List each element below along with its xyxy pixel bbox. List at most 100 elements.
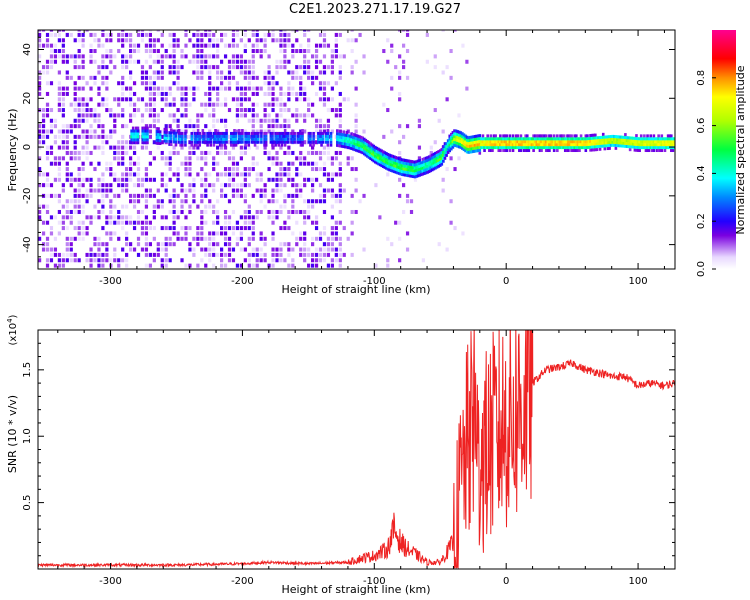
spectrogram-ridge-cell [662,137,665,141]
spectrogram-cell [227,65,232,70]
spectrogram-ridge-cell [505,143,508,147]
spectrogram-ridge-cell [157,133,160,137]
spectrogram-ridge-cell [437,150,440,154]
spectrogram-cell [184,236,188,241]
spectrogram-ridge-cell [443,156,447,160]
spectrogram-cell [303,70,307,75]
spectrogram-cell [311,150,315,155]
spectrogram-cell [113,215,117,220]
spectrogram-cell [255,215,259,220]
spectrogram-ridge-cell [562,143,565,147]
spectrogram-ridge-cell [174,140,178,144]
spectrogram-cell [216,54,220,59]
spectrogram-ridge-cell [396,162,399,166]
spectrogram-cell [295,209,299,214]
spectrogram-cell [65,252,69,257]
spectrogram-cell [303,183,307,188]
spectrogram-ridge-cell [625,144,629,148]
spectrogram-cell [129,32,133,37]
spectrogram-cell [223,193,228,198]
spectrogram-cell [354,113,358,118]
spectrogram-ridge-cell [397,163,401,167]
spectrogram-ridge-cell [495,146,499,150]
spectrogram-cell [144,167,149,172]
spectrogram-ridge-cell [165,136,168,140]
spectrogram-ridge-cell [144,141,148,145]
spectrogram-cell [243,86,247,91]
spectrogram-ridge-cell [225,131,228,135]
spectrogram-cell [156,188,160,193]
spectrogram-ridge-cell [397,160,401,164]
spectrogram-cell [220,70,224,75]
spectrogram-cell [140,113,145,118]
spectrogram-cell [449,199,453,204]
spectrogram-ridge-cell [654,146,657,150]
spectrogram-ridge-cell [389,154,393,158]
spectrogram-cell [402,134,406,139]
spectrogram-cell [77,97,81,102]
spectrogram-cell [57,220,61,225]
spectrogram-cell [164,242,168,247]
spectrogram-ridge-cell [394,167,398,171]
spectrogram-cell [271,86,275,91]
spectrogram-cell [303,247,307,252]
spectrogram-cell [97,118,101,123]
spectrogram-cell [354,188,358,193]
spectrogram-ridge-cell [461,141,464,145]
spectrogram-ridge-cell [481,137,485,141]
spectrogram-ridge-cell [438,158,442,162]
spectrogram-cell [117,145,121,150]
spectrogram-cell [216,86,220,91]
spectrogram-cell [121,177,125,182]
spectrogram-ridge-cell [286,137,290,141]
spectrogram-cell [89,32,93,37]
spectrogram-cell [322,252,327,257]
spectrogram-cell [204,124,208,129]
spectrogram-cell [73,177,77,182]
snr-y-axis: 0.51.01.5 [22,342,675,557]
spectrogram-cell [259,209,263,214]
spectrogram-cell [279,30,283,32]
spectrogram-ridge-cell [592,148,596,152]
spectrogram-ridge-cell [407,165,410,169]
spectrogram-ridge-cell [665,137,668,141]
spectrogram-cell [295,113,299,118]
spectrogram-cell [287,263,291,268]
spectrogram-ridge-cell [611,137,615,141]
spectrogram-ridge-cell [388,153,391,157]
spectrogram-ridge-cell [600,135,603,139]
spectrogram-cell [49,150,54,155]
spectrogram-ridge-cell [552,140,556,144]
spectrogram-ridge-cell [225,137,228,141]
spectrogram-ridge-cell [381,150,385,154]
spectrogram-cell [275,215,279,220]
spectrogram-cell [49,81,54,86]
spectrogram-cell [192,183,196,188]
spectrogram-ridge-cell [317,131,320,135]
spectrogram-ridge-cell [609,143,613,147]
spectrogram-ridge-cell [312,134,315,138]
spectrogram-ridge-cell [478,151,482,155]
spectrogram-ridge-cell [275,137,279,141]
spectrogram-ridge-cell [484,143,488,147]
spectrogram-cell [314,220,319,225]
spectrogram-ridge-cell [575,140,578,144]
spectrogram-ridge-cell [291,137,295,141]
spectrogram-ridge-cell [630,136,634,140]
spectrogram-ridge-cell [609,140,613,144]
spectrogram-cell [299,150,303,155]
spectrogram-ridge-cell [133,138,137,142]
spectrogram-cell [330,156,334,161]
spectrogram-ridge-cell [168,134,171,138]
spectrogram-cell [208,113,212,118]
spectrogram-ridge-cell [385,166,388,170]
spectrogram-cell [303,118,307,123]
spectrogram-cell [172,54,176,59]
spectrogram-ridge-cell [286,140,290,144]
spectrogram-cell [184,113,188,118]
spectrogram-cell [121,145,125,150]
spectrogram-cell [314,247,319,252]
spectrogram-ridge-cell [475,146,478,150]
spectrogram-cell [61,43,65,48]
spectrogram-cell [144,220,149,225]
